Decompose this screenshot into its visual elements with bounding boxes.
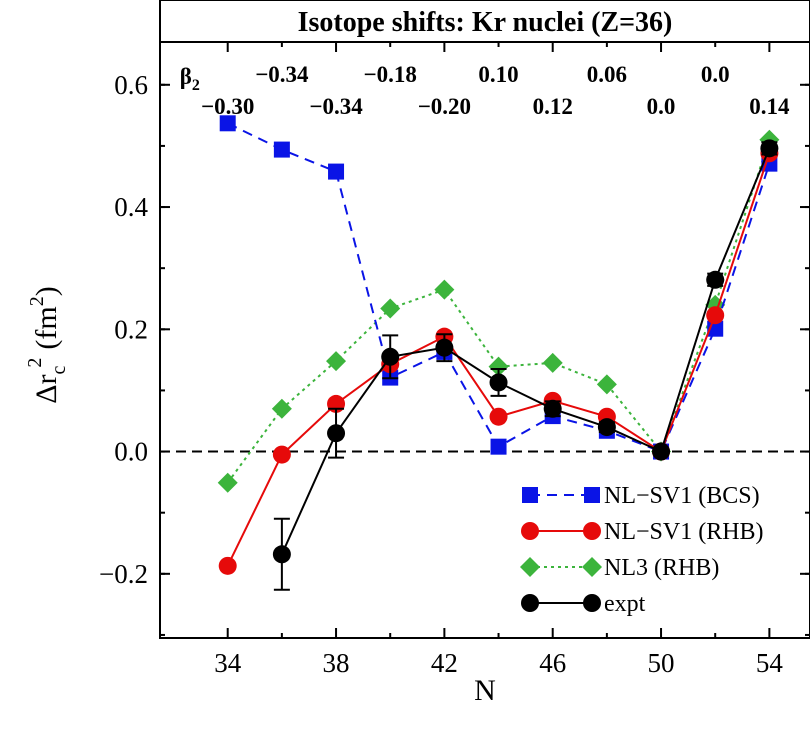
series-line bbox=[280, 147, 771, 555]
legend-label: expt bbox=[604, 591, 646, 617]
legend-label: NL−SV1 (RHB) bbox=[604, 519, 764, 545]
plot-frame bbox=[159, 0, 810, 639]
data-point bbox=[273, 141, 290, 158]
data-point bbox=[272, 445, 291, 464]
beta-upper-label: 0.06 bbox=[587, 62, 627, 87]
beta-upper-label: 0.10 bbox=[478, 62, 518, 87]
x-tick-label: 34 bbox=[214, 648, 242, 678]
x-tick-label: 42 bbox=[431, 648, 458, 678]
y-tick-label: 0.2 bbox=[114, 314, 148, 344]
beta-lower-label: −0.20 bbox=[418, 94, 471, 119]
data-point bbox=[326, 351, 347, 372]
data-point bbox=[706, 270, 725, 289]
data-point bbox=[271, 398, 292, 419]
legend-marker bbox=[521, 594, 539, 612]
x-tick-label: 46 bbox=[539, 648, 566, 678]
data-point bbox=[380, 298, 401, 319]
beta-upper-label: 0.0 bbox=[701, 62, 730, 87]
beta-upper-label: −0.18 bbox=[364, 62, 417, 87]
x-axis-label: N bbox=[474, 674, 496, 707]
data-point bbox=[597, 418, 616, 437]
y-tick-label: 0.6 bbox=[114, 70, 148, 100]
legend-label: NL−SV1 (BCS) bbox=[604, 483, 760, 509]
x-tick-label: 38 bbox=[323, 648, 350, 678]
beta-lower-label: −0.30 bbox=[201, 94, 254, 119]
legend-marker bbox=[522, 487, 538, 503]
chart-title: Isotope shifts: Kr nuclei (Z=36) bbox=[298, 7, 673, 38]
beta-lower-label: −0.34 bbox=[309, 94, 363, 119]
x-tick-label: 50 bbox=[648, 648, 675, 678]
legend-marker bbox=[584, 487, 600, 503]
data-point bbox=[706, 306, 725, 325]
x-tick-label: 54 bbox=[756, 648, 784, 678]
data-point bbox=[652, 442, 671, 461]
data-point bbox=[543, 399, 562, 418]
data-point bbox=[596, 374, 617, 395]
beta-symbol: β2 bbox=[180, 64, 200, 94]
series-3 bbox=[272, 139, 779, 591]
data-point bbox=[327, 424, 346, 443]
legend-marker bbox=[521, 522, 539, 540]
data-point bbox=[435, 338, 454, 357]
data-point bbox=[489, 407, 508, 426]
legend-marker bbox=[520, 557, 540, 577]
legend-marker bbox=[583, 594, 601, 612]
data-point bbox=[760, 139, 779, 158]
data-point bbox=[272, 545, 291, 564]
beta-lower-label: 0.12 bbox=[533, 94, 573, 119]
beta-lower-label: 0.14 bbox=[749, 94, 790, 119]
data-point bbox=[490, 438, 507, 455]
y-tick-label: 0.4 bbox=[114, 192, 148, 222]
data-point bbox=[489, 373, 508, 392]
legend-marker bbox=[583, 522, 601, 540]
y-tick-label: 0.0 bbox=[114, 437, 148, 467]
data-point bbox=[218, 556, 237, 575]
legend-marker bbox=[582, 557, 602, 577]
data-point bbox=[488, 356, 509, 377]
beta-lower-label: 0.0 bbox=[647, 94, 676, 119]
y-axis-label: Δrc2(fm2) bbox=[24, 286, 70, 404]
data-point bbox=[381, 347, 400, 366]
data-point bbox=[217, 472, 238, 493]
data-point bbox=[542, 352, 563, 373]
data-point bbox=[434, 279, 455, 300]
data-point bbox=[219, 115, 236, 132]
legend-label: NL3 (RHB) bbox=[604, 555, 719, 581]
beta-upper-label: −0.34 bbox=[255, 62, 309, 87]
y-tick-label: −0.2 bbox=[99, 559, 148, 589]
data-point bbox=[328, 163, 345, 180]
